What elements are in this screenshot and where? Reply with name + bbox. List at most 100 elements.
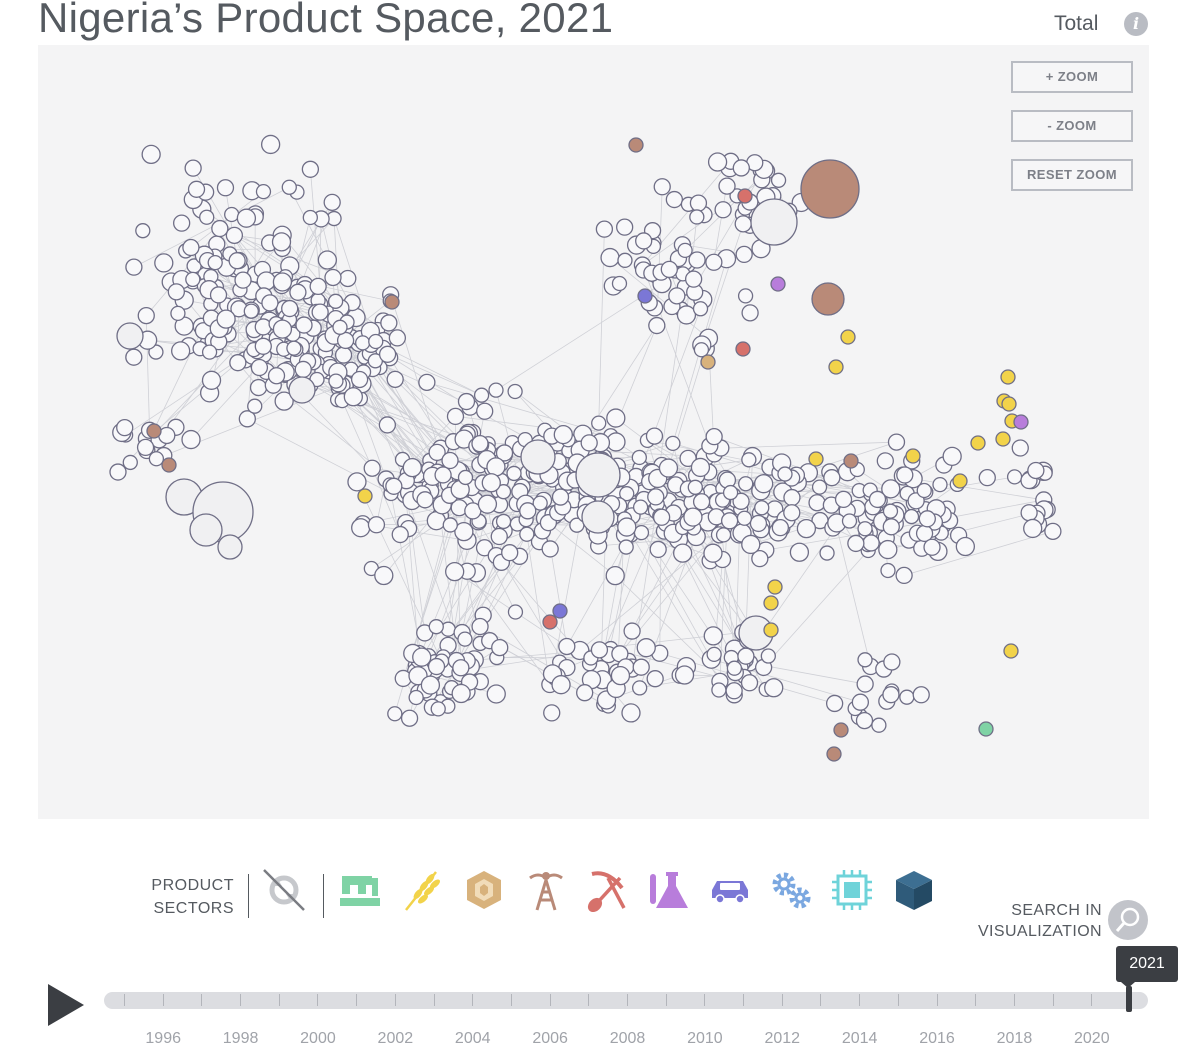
product-node[interactable] <box>380 314 398 332</box>
timeline-year-label[interactable]: 2010 <box>687 1030 723 1047</box>
product-node[interactable] <box>764 678 784 698</box>
product-node[interactable] <box>1044 522 1062 540</box>
info-icon[interactable]: i <box>1124 12 1148 36</box>
product-node[interactable] <box>506 465 522 482</box>
product-node[interactable] <box>632 658 650 676</box>
product-node-agriculture[interactable] <box>1000 369 1016 385</box>
product-node[interactable] <box>224 206 240 223</box>
product-node-large[interactable] <box>750 198 798 246</box>
product-node-minerals[interactable] <box>843 453 859 469</box>
product-node-minerals[interactable] <box>628 137 644 153</box>
product-node[interactable] <box>932 476 948 493</box>
product-node[interactable] <box>862 534 880 552</box>
product-node[interactable] <box>690 457 711 478</box>
product-node-agriculture[interactable] <box>905 448 921 464</box>
product-node[interactable] <box>471 434 489 453</box>
product-node[interactable] <box>736 510 753 526</box>
product-node[interactable] <box>734 215 752 233</box>
product-node[interactable] <box>317 250 338 270</box>
product-node[interactable] <box>281 299 299 318</box>
product-node[interactable] <box>495 484 512 500</box>
product-node[interactable] <box>880 562 896 579</box>
product-node[interactable] <box>665 190 684 209</box>
product-node[interactable] <box>605 565 625 586</box>
product-node[interactable] <box>250 358 269 377</box>
product-node[interactable] <box>617 517 637 537</box>
product-node[interactable] <box>148 451 165 467</box>
product-node[interactable] <box>1027 461 1045 480</box>
product-node-textiles[interactable] <box>978 721 994 737</box>
product-node[interactable] <box>327 293 344 309</box>
product-node-minerals[interactable] <box>161 457 177 473</box>
product-node[interactable] <box>770 172 787 188</box>
timeline-year-label[interactable]: 2014 <box>841 1030 878 1047</box>
product-node[interactable] <box>899 689 915 705</box>
product-node[interactable] <box>442 517 458 533</box>
product-node[interactable] <box>720 512 739 530</box>
timeline-track[interactable] <box>104 992 1148 1009</box>
product-node-agriculture[interactable] <box>763 622 779 638</box>
product-node[interactable] <box>541 540 559 558</box>
product-node[interactable] <box>635 232 653 250</box>
product-node[interactable] <box>286 340 302 356</box>
product-node[interactable] <box>216 309 236 329</box>
product-node[interactable] <box>289 283 307 301</box>
product-node-metals[interactable] <box>542 614 558 630</box>
product-node[interactable] <box>619 486 635 502</box>
timeline-year-label[interactable]: 2016 <box>919 1030 955 1047</box>
product-node[interactable] <box>825 694 844 713</box>
product-node[interactable] <box>363 459 381 477</box>
product-node[interactable] <box>1011 439 1029 457</box>
product-node[interactable] <box>201 370 222 390</box>
product-node[interactable] <box>692 301 709 317</box>
product-node[interactable] <box>653 178 671 196</box>
product-node[interactable] <box>645 427 664 445</box>
product-node-large[interactable] <box>189 513 223 547</box>
product-node[interactable] <box>636 638 656 658</box>
product-node[interactable] <box>740 674 759 692</box>
product-node[interactable] <box>903 508 920 525</box>
product-node[interactable] <box>452 659 470 677</box>
product-node[interactable] <box>576 684 594 702</box>
product-node[interactable] <box>783 504 801 522</box>
product-node-agriculture[interactable] <box>1003 643 1019 659</box>
product-node[interactable] <box>488 382 504 398</box>
product-node[interactable] <box>633 524 650 541</box>
product-node[interactable] <box>1006 469 1023 485</box>
product-node-minerals[interactable] <box>833 722 849 738</box>
product-node[interactable] <box>706 646 722 663</box>
product-node[interactable] <box>871 717 887 733</box>
product-node[interactable] <box>477 494 498 514</box>
product-node-agriculture[interactable] <box>952 473 968 489</box>
product-node[interactable] <box>749 514 768 533</box>
product-node[interactable] <box>621 703 641 723</box>
product-node[interactable] <box>201 344 218 360</box>
product-node[interactable] <box>595 220 614 238</box>
product-node[interactable] <box>507 383 523 400</box>
product-node-minerals[interactable] <box>384 294 400 310</box>
product-node[interactable] <box>519 526 535 542</box>
product-node[interactable] <box>741 304 759 322</box>
product-node[interactable] <box>600 247 620 268</box>
zoom-in-button[interactable]: + ZOOM <box>1011 61 1133 93</box>
product-node[interactable] <box>339 269 357 288</box>
product-node[interactable] <box>1023 518 1043 539</box>
product-node[interactable] <box>912 686 930 704</box>
product-node[interactable] <box>454 522 474 542</box>
product-node[interactable] <box>923 538 941 556</box>
product-node[interactable] <box>895 566 913 585</box>
product-node[interactable] <box>486 684 506 704</box>
product-node-large[interactable] <box>575 452 621 498</box>
box-icon[interactable] <box>892 868 936 912</box>
product-node[interactable] <box>646 670 664 688</box>
product-node[interactable] <box>137 306 155 325</box>
product-node[interactable] <box>665 435 681 452</box>
product-node[interactable] <box>267 367 286 385</box>
product-node[interactable] <box>187 180 206 198</box>
product-node[interactable] <box>418 373 436 392</box>
product-node[interactable] <box>674 665 695 685</box>
product-node[interactable] <box>714 201 732 219</box>
product-node[interactable] <box>236 208 257 228</box>
product-node-agriculture[interactable] <box>763 595 779 611</box>
product-node[interactable] <box>692 493 711 511</box>
